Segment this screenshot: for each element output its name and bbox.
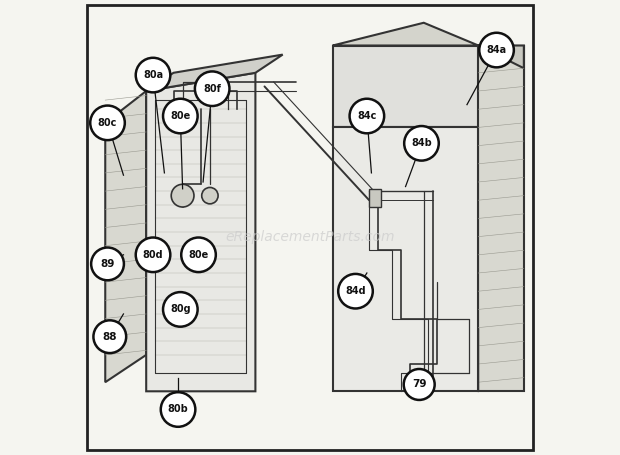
Polygon shape (146, 73, 255, 391)
Circle shape (94, 320, 126, 353)
Text: 80d: 80d (143, 250, 163, 260)
Text: 84a: 84a (487, 45, 507, 55)
Polygon shape (479, 46, 524, 391)
Circle shape (195, 71, 229, 106)
Circle shape (163, 99, 198, 133)
Text: eReplacementParts.com: eReplacementParts.com (225, 230, 395, 243)
Circle shape (404, 126, 439, 161)
Circle shape (339, 274, 373, 308)
Polygon shape (333, 46, 524, 68)
Circle shape (91, 106, 125, 140)
Circle shape (479, 33, 514, 67)
Circle shape (350, 99, 384, 133)
Text: 80b: 80b (167, 404, 188, 415)
Text: 84b: 84b (411, 138, 432, 148)
Bar (369, 189, 381, 207)
Text: 80e: 80e (188, 250, 209, 260)
Polygon shape (333, 23, 479, 46)
Circle shape (404, 369, 435, 400)
Text: 89: 89 (100, 259, 115, 269)
Text: 80g: 80g (170, 304, 190, 314)
Polygon shape (333, 46, 524, 127)
Circle shape (171, 184, 194, 207)
Circle shape (202, 187, 218, 204)
Circle shape (91, 248, 124, 280)
Circle shape (136, 238, 170, 272)
Polygon shape (333, 127, 479, 391)
Text: 80a: 80a (143, 70, 163, 80)
Text: 79: 79 (412, 379, 427, 389)
Polygon shape (105, 91, 146, 382)
Text: 80c: 80c (98, 118, 117, 128)
Text: 88: 88 (102, 332, 117, 342)
Circle shape (136, 58, 170, 92)
Polygon shape (146, 55, 283, 91)
Circle shape (163, 292, 198, 327)
Text: 80e: 80e (170, 111, 190, 121)
Circle shape (181, 238, 216, 272)
Circle shape (161, 392, 195, 427)
Text: 84d: 84d (345, 286, 366, 296)
Text: 84c: 84c (357, 111, 376, 121)
Text: 80f: 80f (203, 84, 221, 94)
